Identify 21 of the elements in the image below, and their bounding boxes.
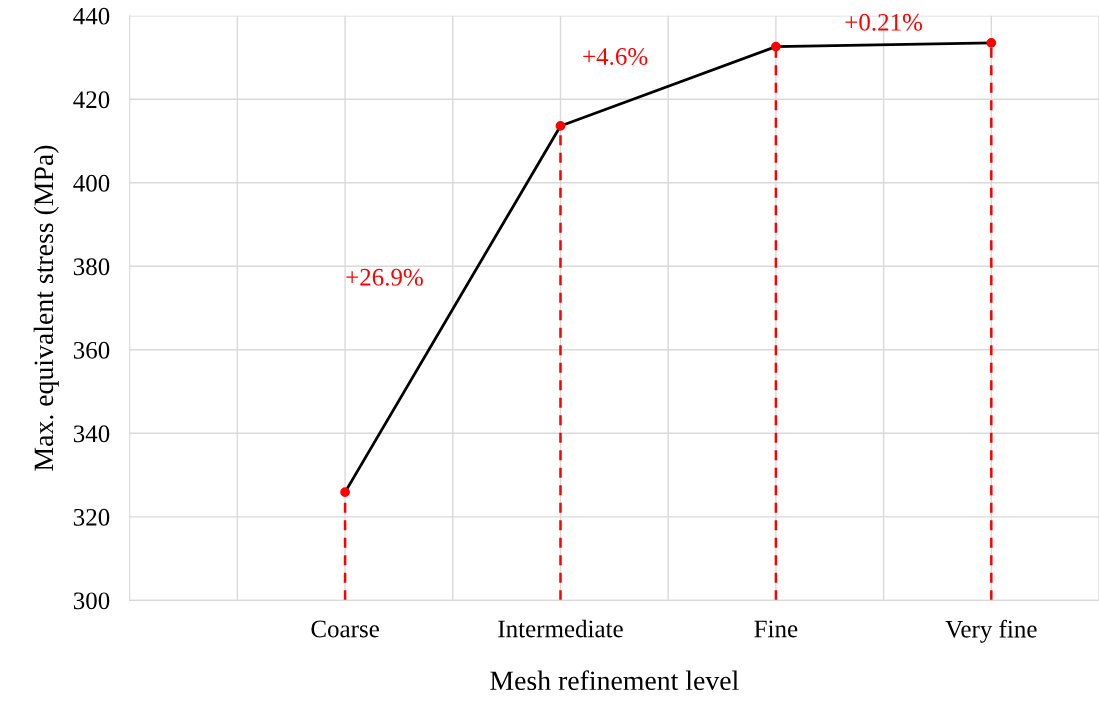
y-tick-label: 300	[73, 592, 110, 610]
y-tick-label: 320	[73, 508, 110, 526]
x-tick-label: Fine	[754, 620, 798, 638]
annotation: +4.6%	[583, 48, 648, 66]
y-axis-title: Max. equivalent stress (MPa)	[33, 145, 59, 471]
y-tick-label: 360	[73, 341, 110, 359]
y-tick-label: 380	[73, 258, 110, 276]
x-tick-label: Very fine	[945, 619, 1037, 643]
y-tick-label: 420	[73, 91, 110, 109]
point	[771, 41, 781, 52]
x-axis-title: Mesh refinement level	[490, 670, 739, 691]
annotation: +0.21%	[845, 13, 923, 31]
point	[555, 121, 566, 131]
x-tick-label: Intermediate	[498, 619, 623, 638]
y-tick-label: 340	[73, 425, 110, 443]
x-tick-label: Coarse	[311, 620, 379, 638]
y-tick-label: 440	[73, 7, 110, 25]
point	[986, 37, 997, 48]
point	[340, 487, 350, 498]
y-tick-label: 400	[73, 174, 110, 192]
annotation: +26.9%	[346, 268, 423, 286]
